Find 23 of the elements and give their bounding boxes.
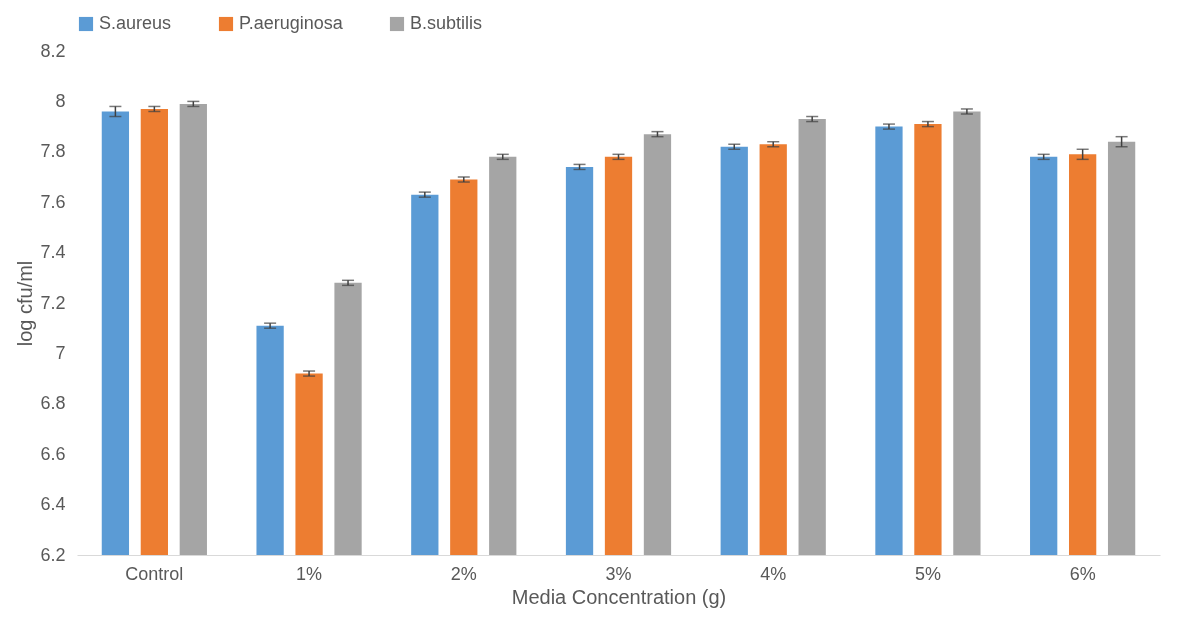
x-tick-label: Control xyxy=(125,563,184,584)
x-tick-label: 6% xyxy=(1069,563,1096,584)
x-tick-label: 1% xyxy=(296,563,323,584)
y-tick-label: 7.6 xyxy=(40,191,66,212)
legend-label: P.aeruginosa xyxy=(239,13,344,33)
y-tick-label: 7 xyxy=(55,342,66,363)
y-tick-label: 7.2 xyxy=(40,292,66,313)
x-tick-label: 3% xyxy=(605,563,632,584)
y-tick-label: 8.2 xyxy=(40,40,66,61)
y-axis-title: log cfu/ml xyxy=(14,260,37,347)
y-tick-label: 7.8 xyxy=(40,141,66,162)
y-tick-label: 6.2 xyxy=(40,544,66,565)
y-tick-label: 7.4 xyxy=(40,242,66,263)
x-axis-title: Media Concentration (g) xyxy=(511,585,727,608)
legend-label: B.subtilis xyxy=(410,13,483,33)
legend-label: S.aureus xyxy=(99,13,172,33)
y-tick-label: 6.4 xyxy=(40,494,66,515)
x-tick-label: 5% xyxy=(914,563,941,584)
x-tick-label: 2% xyxy=(450,563,477,584)
y-tick-label: 6.6 xyxy=(40,443,66,464)
y-tick-label: 8 xyxy=(55,90,66,111)
x-tick-label: 4% xyxy=(760,563,787,584)
y-tick-label: 6.8 xyxy=(40,393,66,414)
